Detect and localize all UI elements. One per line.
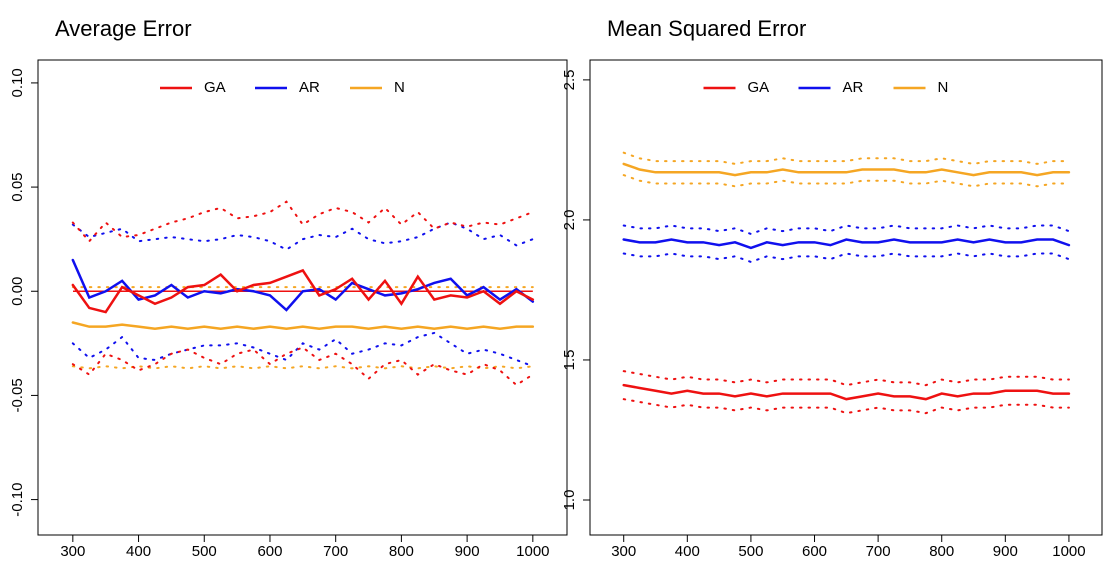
band-line	[622, 370, 1070, 387]
x-tick-label: 1000	[516, 543, 549, 560]
x-tick-label: 400	[126, 543, 151, 560]
plot-frame	[589, 59, 1103, 536]
chart-title: Mean Squared Error	[607, 16, 806, 41]
legend-label: GA	[204, 79, 226, 96]
x-tick-label: 700	[866, 543, 891, 560]
x-tick-label: 400	[675, 543, 700, 560]
x-tick-label: 500	[738, 543, 763, 560]
legend-label: N	[394, 79, 405, 96]
y-tick-label: 2.5	[561, 69, 578, 90]
x-tick-label: 1000	[1052, 543, 1085, 560]
x-tick-label: 300	[60, 543, 85, 560]
series-line	[71, 268, 535, 314]
series-line	[71, 321, 535, 331]
band-line	[71, 200, 534, 243]
x-tick-label: 900	[455, 543, 480, 560]
band-line	[71, 346, 534, 387]
legend-label: N	[938, 79, 949, 96]
chart-title: Average Error	[55, 16, 192, 41]
legend-label: GA	[748, 79, 770, 96]
band-line	[71, 221, 534, 251]
series-line	[622, 162, 1071, 177]
x-tick-label: 900	[993, 543, 1018, 560]
series-line	[71, 258, 535, 312]
band-line	[622, 252, 1070, 263]
band-line	[622, 398, 1070, 415]
y-tick-label: 0.05	[9, 172, 26, 201]
x-tick-label: 300	[611, 543, 636, 560]
series-line	[622, 238, 1071, 250]
x-tick-label: 700	[323, 543, 348, 560]
x-tick-label: 800	[929, 543, 954, 560]
band-line	[71, 331, 534, 368]
x-tick-label: 800	[389, 543, 414, 560]
y-tick-label: 1.5	[561, 350, 578, 371]
plot-frame	[37, 59, 568, 536]
series-line	[622, 383, 1071, 401]
y-tick-label: 2.0	[561, 209, 578, 230]
band-line	[71, 365, 534, 370]
x-tick-label: 600	[802, 543, 827, 560]
x-tick-label: 600	[257, 543, 282, 560]
legend-label: AR	[843, 79, 864, 96]
band-line	[622, 224, 1070, 235]
legend-label: AR	[299, 79, 320, 96]
x-tick-label: 500	[192, 543, 217, 560]
y-tick-label: -0.10	[9, 482, 26, 516]
band-line	[622, 174, 1070, 188]
y-tick-label: 0.10	[9, 68, 26, 97]
y-tick-label: -0.05	[9, 378, 26, 412]
y-tick-label: 0.00	[9, 277, 26, 306]
band-line	[622, 151, 1070, 165]
y-tick-label: 1.0	[561, 490, 578, 511]
